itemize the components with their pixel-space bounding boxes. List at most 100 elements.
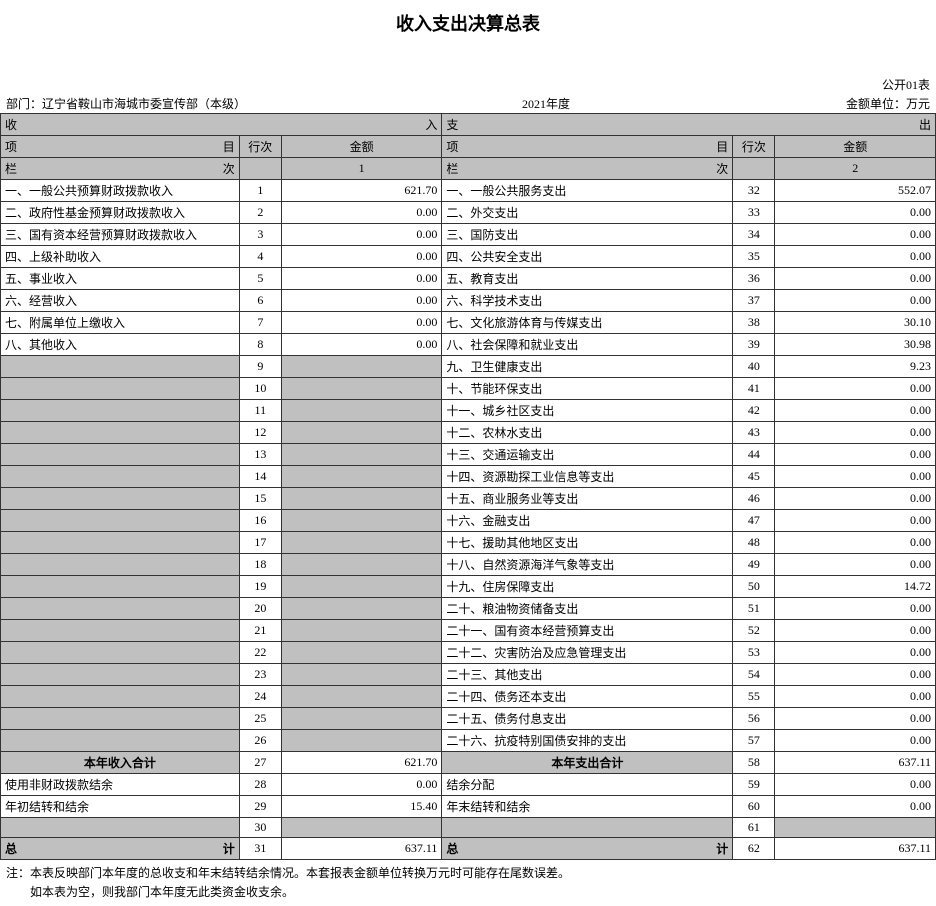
income-rownum: 25	[239, 708, 281, 730]
income-rownum: 12	[239, 422, 281, 444]
expend-item: 八、社会保障和就业支出	[442, 334, 733, 356]
expend-rownum: 53	[733, 642, 775, 664]
col-header-amount: 金额	[775, 136, 936, 158]
income-amount	[281, 620, 442, 642]
expend-amount: 0.00	[775, 444, 936, 466]
income-item	[1, 686, 240, 708]
expend-item: 二十、粮油物资储备支出	[442, 598, 733, 620]
expend-rownum: 34	[733, 224, 775, 246]
expend-item: 二、外交支出	[442, 202, 733, 224]
income-total-amt: 637.11	[281, 838, 442, 860]
expend-amount: 0.00	[775, 202, 936, 224]
expend-amount: 0.00	[775, 378, 936, 400]
income-rownum: 13	[239, 444, 281, 466]
income-item	[1, 554, 240, 576]
expend-section-header: 支出	[442, 114, 936, 136]
col-num-1: 1	[281, 158, 442, 180]
extra-expend-amount	[775, 818, 936, 838]
income-rownum: 26	[239, 730, 281, 752]
income-amount	[281, 532, 442, 554]
expend-amount: 0.00	[775, 620, 936, 642]
expend-item: 二十一、国有资本经营预算支出	[442, 620, 733, 642]
income-rownum: 3	[239, 224, 281, 246]
expend-item: 二十二、灾害防治及应急管理支出	[442, 642, 733, 664]
expend-amount: 0.00	[775, 224, 936, 246]
income-rownum: 11	[239, 400, 281, 422]
income-item	[1, 488, 240, 510]
expend-amount: 0.00	[775, 268, 936, 290]
expend-item: 九、卫生健康支出	[442, 356, 733, 378]
expend-item: 七、文化旅游体育与传媒支出	[442, 312, 733, 334]
income-item	[1, 378, 240, 400]
income-amount: 0.00	[281, 334, 442, 356]
unit-label: 金额单位：万元	[846, 95, 930, 112]
income-amount: 0.00	[281, 246, 442, 268]
expend-subtotal-label: 本年支出合计	[442, 752, 733, 774]
col-num-label: 栏次	[442, 158, 733, 180]
col-header-amount: 金额	[281, 136, 442, 158]
income-rownum: 7	[239, 312, 281, 334]
expend-rownum: 43	[733, 422, 775, 444]
income-amount	[281, 664, 442, 686]
col-header-item: 项目	[1, 136, 240, 158]
col-header-rownum: 行次	[733, 136, 775, 158]
expend-amount: 0.00	[775, 532, 936, 554]
income-total-label: 总计	[1, 838, 240, 860]
income-amount	[281, 510, 442, 532]
income-rownum: 9	[239, 356, 281, 378]
expend-amount: 0.00	[775, 642, 936, 664]
expend-item: 十六、金融支出	[442, 510, 733, 532]
income-section-header: 收入	[1, 114, 442, 136]
income-item	[1, 510, 240, 532]
extra-income-rownum: 29	[239, 796, 281, 818]
income-amount	[281, 356, 442, 378]
footnote-line: 如本表为空，则我部门本年度无此类资金收支余。	[6, 883, 930, 902]
expend-rownum: 56	[733, 708, 775, 730]
income-amount	[281, 466, 442, 488]
expend-subtotal-rn: 58	[733, 752, 775, 774]
income-amount: 621.70	[281, 180, 442, 202]
expend-item: 十三、交通运输支出	[442, 444, 733, 466]
expend-item: 十九、住房保障支出	[442, 576, 733, 598]
income-item	[1, 730, 240, 752]
income-item: 七、附属单位上缴收入	[1, 312, 240, 334]
income-amount	[281, 598, 442, 620]
expend-rownum: 39	[733, 334, 775, 356]
expend-rownum: 45	[733, 466, 775, 488]
expend-item: 二十三、其他支出	[442, 664, 733, 686]
expend-amount: 30.98	[775, 334, 936, 356]
expend-item: 十一、城乡社区支出	[442, 400, 733, 422]
income-subtotal-amt: 621.70	[281, 752, 442, 774]
income-rownum: 18	[239, 554, 281, 576]
expend-rownum: 35	[733, 246, 775, 268]
expend-item: 二十六、抗疫特别国债安排的支出	[442, 730, 733, 752]
income-item: 一、一般公共预算财政拨款收入	[1, 180, 240, 202]
extra-expend-amount: 0.00	[775, 774, 936, 796]
expend-item: 十四、资源勘探工业信息等支出	[442, 466, 733, 488]
income-rownum: 20	[239, 598, 281, 620]
income-item	[1, 422, 240, 444]
income-rownum: 2	[239, 202, 281, 224]
extra-expend-rownum: 60	[733, 796, 775, 818]
col-header-rownum: 行次	[239, 136, 281, 158]
expend-amount: 552.07	[775, 180, 936, 202]
income-rownum: 1	[239, 180, 281, 202]
expend-item: 十、节能环保支出	[442, 378, 733, 400]
expend-amount: 0.00	[775, 598, 936, 620]
expend-rownum: 33	[733, 202, 775, 224]
income-amount: 0.00	[281, 290, 442, 312]
expend-subtotal-amt: 637.11	[775, 752, 936, 774]
extra-expend-item	[442, 818, 733, 838]
form-number: 公开01表	[882, 76, 930, 93]
income-item	[1, 620, 240, 642]
col-num-2: 2	[775, 158, 936, 180]
expend-amount: 14.72	[775, 576, 936, 598]
extra-income-rownum: 30	[239, 818, 281, 838]
expend-rownum: 44	[733, 444, 775, 466]
income-rownum: 6	[239, 290, 281, 312]
expend-item: 十七、援助其他地区支出	[442, 532, 733, 554]
income-rownum: 8	[239, 334, 281, 356]
expend-rownum: 50	[733, 576, 775, 598]
expend-rownum: 55	[733, 686, 775, 708]
income-amount	[281, 642, 442, 664]
